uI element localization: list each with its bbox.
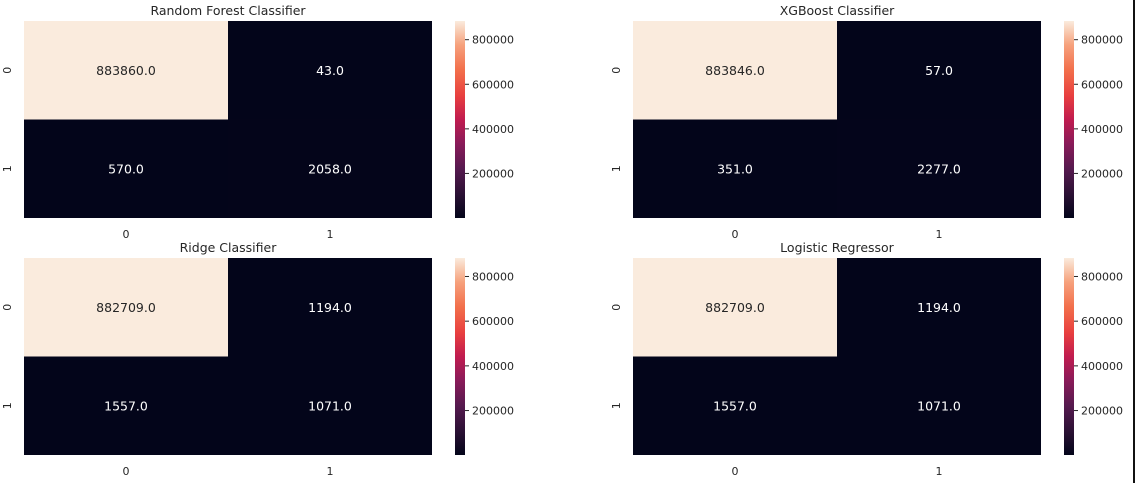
cell-value-label: 882709.0 (705, 300, 765, 315)
heatmap-cell (228, 119, 432, 218)
cell-value-label: 1557.0 (713, 398, 757, 413)
heatmap-cell (837, 21, 1041, 120)
heatmap-cell (24, 119, 228, 218)
x-tick-label: 1 (936, 465, 943, 478)
heatmap-cell (633, 21, 837, 120)
y-tick-label: 1 (1, 165, 14, 172)
cell-value-label: 883860.0 (96, 63, 156, 78)
cell-value-label: 883846.0 (705, 63, 765, 78)
heatmap-cell (837, 258, 1041, 357)
colorbar-tick-label: 200000 (1081, 405, 1123, 418)
heatmap-cell (24, 258, 228, 357)
heatmap-cell (24, 356, 228, 455)
colorbar (455, 21, 465, 218)
cell-value-label: 1071.0 (917, 398, 961, 413)
cell-value-label: 1194.0 (917, 300, 961, 315)
colorbar-tick-label: 600000 (472, 78, 514, 91)
x-tick-label: 0 (732, 228, 739, 241)
heatmap-cell (837, 119, 1041, 218)
y-tick-label: 1 (1, 402, 14, 409)
colorbar (455, 258, 465, 455)
colorbar-tick-label: 600000 (1081, 315, 1123, 328)
y-tick-label: 0 (1, 304, 14, 311)
colorbar (1064, 21, 1074, 218)
heatmap-panel-3: Ridge Classifier 882709.0 1194.0 1557.0 1071… (1, 240, 514, 478)
panel-title: Random Forest Classifier (150, 3, 306, 18)
y-tick-label: 0 (1, 67, 14, 74)
heatmap-panel-1: Random Forest Classifier 883860.0 43.0 570.… (1, 3, 514, 241)
colorbar-tick-label: 400000 (1081, 360, 1123, 373)
y-tick-label: 1 (610, 402, 623, 409)
heatmap-cell (633, 258, 837, 357)
colorbar-tick-label: 600000 (472, 315, 514, 328)
panel-title: XGBoost Classifier (780, 3, 895, 18)
colorbar-tick-label: 200000 (1081, 167, 1123, 180)
cell-value-label: 57.0 (925, 63, 953, 78)
heatmap-cell (837, 356, 1041, 455)
panel-title: Ridge Classifier (180, 240, 278, 255)
cell-value-label: 570.0 (108, 161, 144, 176)
heatmap-cell (633, 119, 837, 218)
heatmap-cell (228, 21, 432, 120)
colorbar-tick-label: 800000 (472, 34, 514, 47)
cell-value-label: 43.0 (316, 63, 344, 78)
heatmap-cell (228, 356, 432, 455)
x-tick-label: 0 (732, 465, 739, 478)
colorbar-tick-label: 400000 (1081, 123, 1123, 136)
colorbar-tick-label: 400000 (472, 360, 514, 373)
panel-title: Logistic Regressor (780, 240, 895, 255)
cell-value-label: 2277.0 (917, 161, 961, 176)
x-tick-label: 0 (123, 465, 130, 478)
heatmap-cell (24, 21, 228, 120)
y-tick-label: 0 (610, 304, 623, 311)
x-tick-label: 1 (327, 465, 334, 478)
cell-value-label: 351.0 (717, 161, 753, 176)
colorbar-tick-label: 800000 (1081, 34, 1123, 47)
heatmap-cell (228, 258, 432, 357)
window-edge (1133, 0, 1135, 483)
heatmap-panel-2: XGBoost Classifier 883846.0 57.0 351.0 2277.… (610, 3, 1123, 241)
colorbar-tick-label: 200000 (472, 167, 514, 180)
colorbar-tick-label: 200000 (472, 405, 514, 418)
x-tick-label: 1 (936, 228, 943, 241)
cell-value-label: 1071.0 (308, 398, 352, 413)
colorbar-tick-label: 400000 (472, 123, 514, 136)
cell-value-label: 1194.0 (308, 300, 352, 315)
cell-value-label: 2058.0 (308, 161, 352, 176)
x-tick-label: 0 (123, 228, 130, 241)
colorbar-tick-label: 800000 (1081, 270, 1123, 283)
cell-value-label: 1557.0 (104, 398, 148, 413)
colorbar (1064, 258, 1074, 455)
y-tick-label: 0 (610, 67, 623, 74)
y-tick-label: 1 (610, 165, 623, 172)
heatmap-cell (633, 356, 837, 455)
x-tick-label: 1 (327, 228, 334, 241)
colorbar-tick-label: 800000 (472, 270, 514, 283)
colorbar-tick-label: 600000 (1081, 78, 1123, 91)
cell-value-label: 882709.0 (96, 300, 156, 315)
